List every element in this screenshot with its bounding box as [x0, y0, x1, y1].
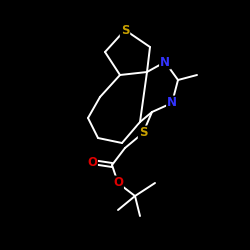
Text: N: N	[167, 96, 177, 110]
Text: O: O	[113, 176, 123, 190]
Text: O: O	[87, 156, 97, 168]
Text: S: S	[121, 24, 129, 36]
Text: N: N	[160, 56, 170, 68]
Text: S: S	[139, 126, 147, 140]
